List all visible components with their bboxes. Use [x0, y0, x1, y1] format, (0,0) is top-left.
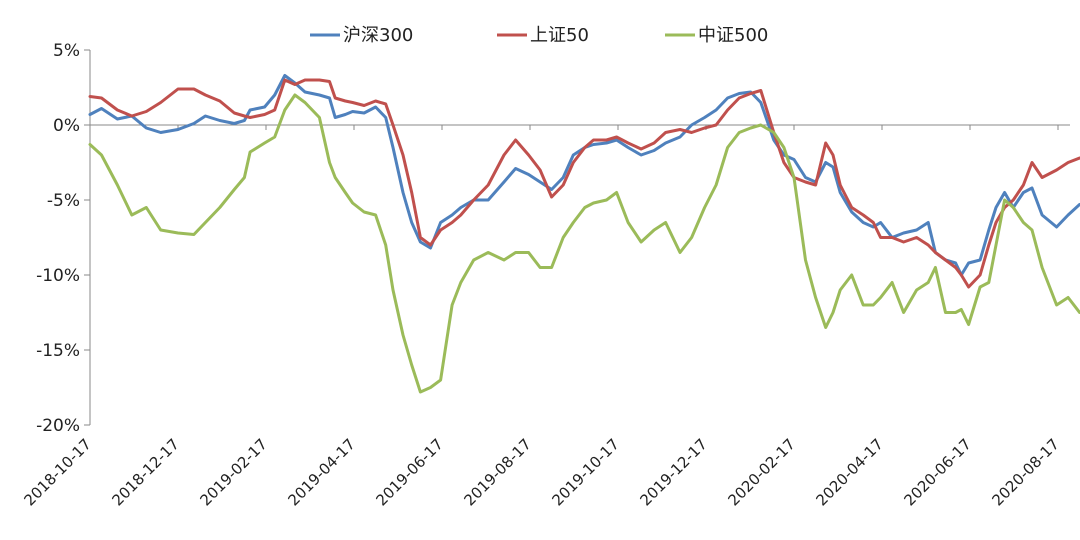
legend: 沪深300 上证50 中证500: [310, 25, 768, 46]
x-tick-label: 2019-08-17: [460, 435, 534, 509]
series-line-2: [88, 93, 1080, 394]
x-tick-labels: 2018-10-17 2018-12-17 2019-02-17 2019-04-17…: [20, 435, 1062, 509]
x-tick-marks: [89, 125, 1059, 130]
x-tick-label: 2019-06-17: [372, 435, 446, 509]
y-tick-label: 5%: [53, 41, 80, 61]
series-line-0: [88, 74, 1080, 277]
y-tick-label: 0%: [53, 116, 80, 136]
x-tick-label: 2020-02-17: [724, 435, 798, 509]
x-tick-label: 2019-10-17: [548, 435, 622, 509]
y-tick-labels: 5% 0% -5% -10% -15% -20%: [36, 41, 80, 436]
x-tick-label: 2019-12-17: [636, 435, 710, 509]
x-tick-label: 2018-10-17: [20, 435, 94, 509]
x-tick-label: 2019-02-17: [196, 435, 270, 509]
x-tick-label: 2020-08-17: [988, 435, 1062, 509]
legend-label-1: 上证50: [530, 25, 589, 46]
y-tick-marks: [84, 49, 90, 426]
y-tick-label: -5%: [47, 191, 80, 211]
legend-label-0: 沪深300: [343, 25, 413, 46]
x-tick-label: 2020-06-17: [900, 435, 974, 509]
series-line-1: [88, 78, 1080, 289]
y-tick-label: -10%: [36, 266, 80, 286]
x-tick-label: 2018-12-17: [108, 435, 182, 509]
y-tick-label: -20%: [36, 416, 80, 436]
y-tick-label: -15%: [36, 341, 80, 361]
x-tick-label: 2020-04-17: [812, 435, 886, 509]
series-lines: [88, 74, 1080, 394]
legend-label-2: 中证500: [698, 25, 768, 46]
x-tick-label: 2019-04-17: [284, 435, 358, 509]
